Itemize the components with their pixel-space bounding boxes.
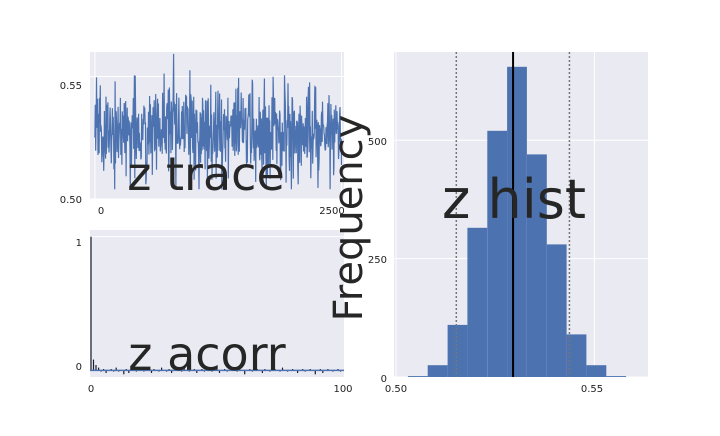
hist-bar — [546, 244, 567, 377]
acorr-title: z acorr — [128, 327, 285, 381]
trace-ytick-label-1: 0.55 — [60, 81, 82, 92]
hist-bar — [586, 365, 607, 377]
hist-bars — [407, 66, 627, 378]
hist-bar — [527, 154, 547, 377]
acorr-xtick-label-1: 100 — [333, 384, 352, 395]
trace-panel: 0.50 0.55 0 2500 z trace — [60, 52, 345, 217]
acorr-bar — [244, 370, 246, 375]
acorr-bar — [322, 370, 324, 373]
trace-title: z trace — [127, 147, 285, 201]
acorr-bar — [90, 236, 92, 371]
acorr-bar — [138, 367, 140, 371]
acorr-bar — [261, 370, 263, 373]
acorr-panel: 0 1 0 100 z acorr — [76, 230, 353, 395]
acorr-bar — [150, 370, 153, 373]
hist-bar — [407, 376, 428, 377]
hist-bar — [487, 130, 508, 377]
hist-xtick-label-0: 0.50 — [385, 384, 407, 395]
hist-bar — [447, 324, 468, 377]
trace-xtick-label-0: 0 — [98, 206, 104, 217]
trace-ytick-label-0: 0.50 — [60, 195, 82, 206]
hist-bar — [427, 365, 448, 377]
hist-ytick-label-2: 500 — [368, 137, 387, 148]
acorr-bar — [92, 359, 95, 371]
acorr-bar — [297, 370, 299, 373]
hist-panel: 0 250 500 0.50 0.55 Frequency z hist — [326, 52, 648, 395]
acorr-plot-area — [90, 230, 344, 377]
acorr-ytick-label-1: 1 — [76, 238, 82, 249]
hist-bar — [507, 66, 527, 378]
acorr-bars — [90, 236, 344, 375]
acorr-bar — [208, 367, 210, 371]
acorr-bar — [105, 370, 107, 373]
acorr-bar — [115, 367, 117, 371]
hist-ytick-label-0: 0 — [381, 374, 387, 385]
acorr-bar — [98, 367, 100, 371]
acorr-bar — [161, 367, 163, 371]
acorr-xtick-label-0: 0 — [88, 384, 94, 395]
acorr-bar — [281, 367, 284, 371]
acorr-bar — [95, 365, 97, 371]
hist-ylabel: Frequency — [326, 115, 372, 322]
acorr-bar — [231, 367, 233, 371]
acorr-bar — [314, 370, 316, 375]
acorr-bar — [218, 370, 221, 373]
trace-xtick-label-1: 2500 — [319, 206, 344, 217]
acorr-bar — [123, 370, 125, 375]
acorr-ytick-label-0: 0 — [76, 362, 82, 373]
hist-bar — [566, 334, 587, 377]
acorr-bar — [196, 370, 198, 373]
acorr-bar — [183, 367, 185, 371]
acorr-bar — [171, 370, 173, 373]
trace-series-line — [94, 53, 343, 190]
acorr-bar — [128, 370, 130, 373]
hist-ytick-label-1: 250 — [368, 255, 387, 266]
hist-xtick-label-1: 0.55 — [581, 384, 603, 395]
hist-bar — [606, 376, 627, 377]
hist-bar — [467, 227, 488, 377]
hist-title: z hist — [442, 168, 586, 231]
